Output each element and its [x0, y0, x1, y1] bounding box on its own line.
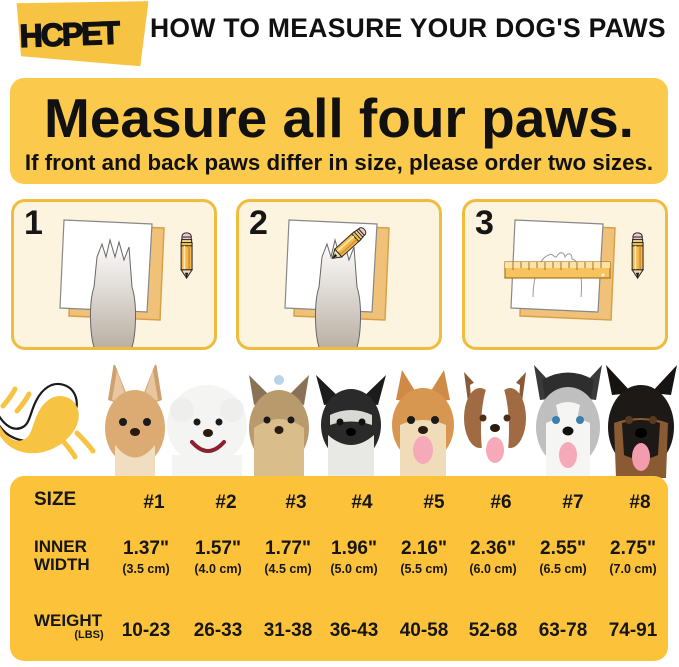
svg-text:HCPET: HCPET	[19, 14, 121, 53]
